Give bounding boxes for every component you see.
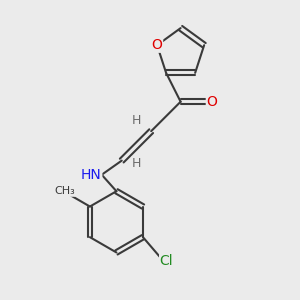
Text: H: H [132,157,141,170]
Text: O: O [206,95,217,109]
Text: Cl: Cl [160,254,173,268]
Text: H: H [132,114,141,127]
Text: HN: HN [81,168,102,182]
Text: O: O [152,38,163,52]
Text: CH₃: CH₃ [54,186,75,196]
